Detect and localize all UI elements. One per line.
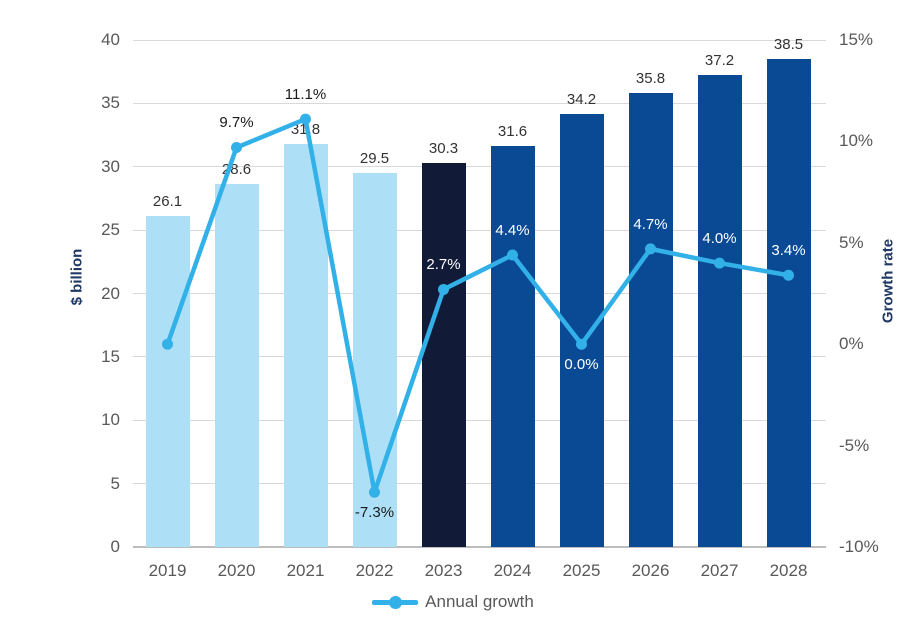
bar-value-label-2023: 30.3: [428, 139, 459, 157]
bar-2025: [559, 113, 604, 547]
x-axis-label-2021: 2021: [286, 561, 325, 580]
bar-2024: [490, 146, 535, 547]
line-point-2025: [576, 338, 587, 350]
growth-label-2021: 11.1%: [284, 86, 327, 104]
gridline: [133, 166, 826, 168]
x-axis-label-2025: 2025: [562, 561, 601, 580]
left-axis-tick-15: 15: [101, 346, 120, 366]
bar-value-label-2022: 29.5: [359, 150, 390, 168]
bar-2019: [145, 216, 190, 547]
left-axis-tick-40: 40: [101, 30, 120, 49]
right-axis-tick-15%: 15%: [839, 30, 874, 49]
bar-value-label-2019: 26.1: [152, 193, 183, 211]
gridline: [133, 229, 826, 231]
line-point-2019: [162, 338, 173, 350]
x-axis-label-2027: 2027: [700, 561, 739, 580]
x-axis-line: [133, 546, 826, 548]
growth-label-2026: 4.7%: [633, 215, 668, 233]
bar-2027: [697, 75, 742, 547]
legend-label: Annual growth: [425, 592, 534, 611]
gridline: [133, 356, 826, 358]
right-axis-tick-0%: 0%: [839, 334, 864, 354]
left-axis-tick-30: 30: [101, 156, 120, 176]
legend: Annual growth: [0, 592, 906, 612]
x-axis-label-2020: 2020: [217, 561, 256, 580]
bar-value-label-2024: 31.6: [497, 123, 528, 141]
growth-label-2024: 4.4%: [495, 221, 530, 239]
bar-value-label-2028: 38.5: [773, 36, 804, 53]
left-axis-tick-20: 20: [101, 283, 120, 303]
gridline: [133, 39, 826, 41]
bar-2020: [214, 184, 259, 547]
line-point-2020: [231, 141, 242, 153]
growth-label-2020: 9.7%: [219, 114, 254, 132]
growth-label-2022: -7.3%: [354, 504, 395, 522]
bar-value-label-2025: 34.2: [566, 90, 597, 108]
gridline: [133, 483, 826, 485]
x-axis-label-2028: 2028: [769, 561, 808, 580]
line-point-2024: [507, 249, 518, 261]
annual-growth-line: [165, 116, 789, 495]
x-axis-label-2019: 2019: [148, 561, 187, 580]
bar-2026: [628, 93, 673, 547]
growth-label-2025: 0.0%: [564, 356, 599, 374]
bar-2028: [766, 59, 811, 547]
left-axis-tick-25: 25: [101, 220, 120, 240]
x-axis-label-2022: 2022: [355, 561, 394, 580]
left-axis-tick-10: 10: [101, 410, 120, 430]
line-point-2023: [438, 283, 449, 295]
left-axis-tick-35: 35: [101, 93, 120, 113]
right-axis-tick--5%: -5%: [839, 435, 870, 455]
growth-label-2027: 4.0%: [702, 230, 737, 248]
line-point-2022: [369, 486, 380, 498]
growth-label-2023: 2.7%: [426, 256, 461, 274]
gridline: [133, 293, 826, 294]
line-point-2027: [714, 257, 725, 269]
right-axis-tick--10%: -10%: [839, 537, 879, 556]
bar-value-label-2026: 35.8: [635, 70, 666, 88]
right-axis-tick-10%: 10%: [839, 131, 874, 151]
line-point-2026: [645, 243, 656, 255]
growth-label-2028: 3.4%: [771, 242, 806, 260]
bar-2023: [421, 162, 466, 547]
gridline: [133, 419, 826, 421]
left-axis-tick-5: 5: [110, 473, 120, 493]
x-axis-label-2024: 2024: [493, 561, 532, 580]
x-axis-label-2023: 2023: [424, 561, 463, 580]
line-point-2021: [300, 113, 311, 125]
legend-dot-icon: [389, 595, 403, 609]
right-axis-tick-5%: 5%: [839, 232, 864, 252]
gridline: [133, 102, 826, 104]
line-point-2028: [783, 269, 794, 281]
bar-value-label-2027: 37.2: [704, 52, 735, 70]
line-series-legend-icon: [372, 595, 419, 609]
x-axis-label-2026: 2026: [631, 561, 670, 580]
left-axis-tick-0: 0: [110, 537, 120, 556]
bar-2021: [283, 143, 328, 547]
